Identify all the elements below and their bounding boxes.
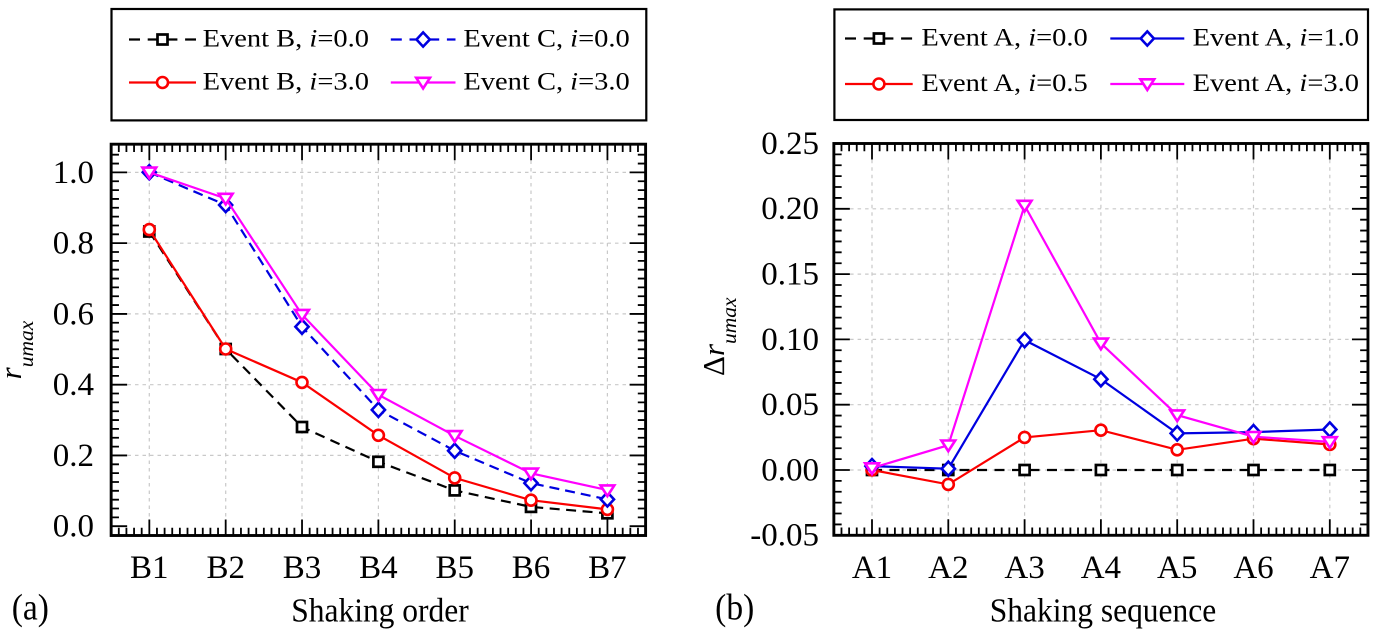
svg-text:0.05: 0.05 [761,387,819,423]
svg-text:0.10: 0.10 [761,322,819,358]
svg-text:Event C, i=3.0: Event C, i=3.0 [463,67,629,95]
svg-text:A3: A3 [1004,550,1044,586]
svg-text:B7: B7 [588,550,627,586]
svg-text:0.20: 0.20 [761,191,819,227]
svg-text:Shaking order: Shaking order [291,593,469,630]
svg-text:B4: B4 [359,550,398,586]
svg-text:B3: B3 [283,550,322,586]
svg-text:0.25: 0.25 [761,126,819,162]
svg-text:0.4: 0.4 [53,367,94,403]
svg-text:0.2: 0.2 [53,438,94,474]
svg-text:0.8: 0.8 [53,226,94,262]
svg-text:0.00: 0.00 [761,452,819,488]
svg-text:Shaking sequence: Shaking sequence [990,593,1216,630]
svg-text:Event B, i=0.0: Event B, i=0.0 [203,24,369,52]
svg-text:(b): (b) [715,586,754,628]
svg-text:-0.05: -0.05 [750,518,819,554]
svg-text:rumax: rumax [0,320,38,379]
svg-text:Event A, i=1.0: Event A, i=1.0 [1193,23,1359,51]
svg-text:Event C, i=0.0: Event C, i=0.0 [463,24,629,52]
svg-text:B2: B2 [206,550,245,586]
svg-text:Event A, i=0.5: Event A, i=0.5 [921,68,1087,96]
svg-text:0.15: 0.15 [761,257,819,293]
svg-text:A1: A1 [852,550,892,586]
svg-text:A5: A5 [1157,550,1197,586]
svg-text:1.0: 1.0 [53,155,94,191]
svg-text:Event A, i=0.0: Event A, i=0.0 [921,23,1087,51]
svg-text:(a): (a) [12,586,49,628]
svg-text:Event A, i=3.0: Event A, i=3.0 [1193,68,1359,96]
svg-text:A2: A2 [928,550,968,586]
svg-text:B5: B5 [435,550,474,586]
svg-text:0.6: 0.6 [53,296,94,332]
svg-text:A4: A4 [1081,550,1121,586]
svg-text:0.0: 0.0 [53,509,94,545]
svg-text:B6: B6 [512,550,551,586]
svg-text:Event B, i=3.0: Event B, i=3.0 [203,67,369,95]
svg-text:A7: A7 [1310,550,1350,586]
svg-text:B1: B1 [130,550,169,586]
svg-text:A6: A6 [1233,550,1273,586]
